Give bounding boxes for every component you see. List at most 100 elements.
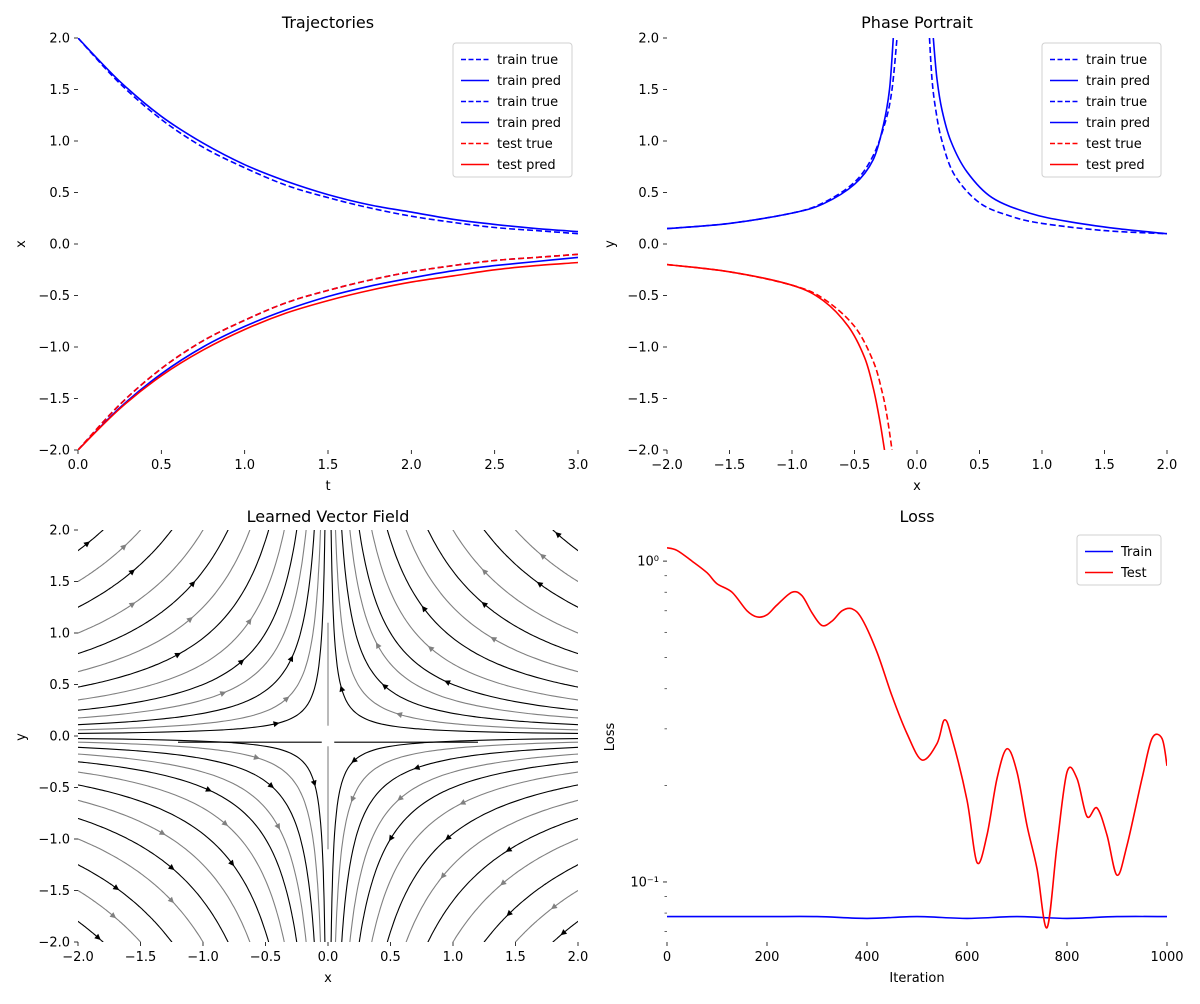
x-tick-label: 800 <box>1055 950 1080 965</box>
phase-portrait-y-ticks: −2.0 −1.5 −1.0 −0.5 0.0 0.5 1.0 1.5 2.0 <box>627 32 667 459</box>
phase-portrait-legend: train true train pred train true train pred… <box>1041 42 1162 178</box>
series-line-test-pred <box>667 263 886 450</box>
x-tick-label: 600 <box>955 950 980 965</box>
trajectories-x-label: t <box>325 479 330 494</box>
x-tick-label: −1.0 <box>187 950 219 965</box>
streamline <box>78 799 251 942</box>
streamline-arrow <box>219 691 227 697</box>
streamline <box>405 530 578 673</box>
streamline-arrow <box>375 642 382 650</box>
streamline <box>78 771 285 942</box>
streamline <box>358 530 578 711</box>
streamline <box>334 741 578 942</box>
streamline <box>78 920 104 942</box>
y-tick-label: 0.0 <box>49 730 70 745</box>
streamline <box>78 530 104 552</box>
streamline-arrow <box>253 754 260 760</box>
streamline-arrow <box>128 569 135 576</box>
streamline <box>552 920 578 942</box>
streamline <box>386 784 578 942</box>
series-line-train-true <box>667 38 898 230</box>
streamline-arrow <box>228 859 235 867</box>
x-tick-label: −2.0 <box>651 458 683 473</box>
streamline-arrow <box>421 605 428 613</box>
y-tick-label: 0.5 <box>49 678 70 693</box>
streamline <box>78 530 270 688</box>
streamline <box>78 741 322 942</box>
streamline-arrow <box>109 912 117 919</box>
y-tick-label: −2.0 <box>627 444 659 459</box>
streamline-arrow <box>94 933 101 940</box>
trajectories-legend: train true train pred train true train pred… <box>452 42 573 178</box>
series-line-train-pred <box>78 38 578 233</box>
x-tick-label: 0.0 <box>68 458 89 473</box>
x-tick-label: −0.5 <box>839 458 871 473</box>
streamline <box>78 753 307 942</box>
legend-frame <box>452 42 573 178</box>
legend-entry-label: train true <box>1086 53 1147 68</box>
streamline-arrow <box>245 618 252 625</box>
loss-x-ticks: 0 200 400 600 800 1000 <box>663 942 1184 965</box>
legend-frame <box>1041 42 1162 178</box>
trajectories-title: Trajectories <box>281 13 374 32</box>
legend-entry-label: train pred <box>1086 74 1150 89</box>
streamline-arrow <box>444 680 451 686</box>
x-tick-label: 0.5 <box>380 950 401 965</box>
streamline <box>552 530 578 552</box>
loss-legend: Train Test <box>1076 534 1162 586</box>
streamline <box>452 530 578 634</box>
legend-entry-label: train pred <box>497 74 561 89</box>
trajectories-panel: Trajectories 0.0 0.5 1.0 1.5 2.0 2.5 3.0 −2.0−… <box>14 13 588 494</box>
y-tick-label: −1.0 <box>38 341 70 356</box>
streamline-arrow <box>205 786 212 792</box>
streamline-arrow <box>500 879 507 886</box>
streamline-arrow <box>481 568 489 576</box>
series-line-train-pred <box>667 38 895 230</box>
streamline <box>78 530 251 673</box>
streamline-arrow <box>445 834 452 841</box>
vector-field-panel: Learned Vector Field −2.0 −1.5 −1.0 −0.5 0.0… <box>14 507 588 986</box>
streamline <box>514 530 578 583</box>
legend-entry-label: train pred <box>497 116 561 131</box>
streamline <box>349 530 578 719</box>
streamline-arrow <box>427 646 435 653</box>
x-tick-label: 2.0 <box>1157 458 1178 473</box>
series-line-test <box>667 547 1167 929</box>
x-tick-label: −1.5 <box>714 458 746 473</box>
streamline-arrow <box>158 829 166 835</box>
vector-field-y-label: y <box>14 733 29 741</box>
y-tick-label: −0.5 <box>38 781 70 796</box>
streamline <box>78 530 326 734</box>
x-tick-label: 0.5 <box>151 458 172 473</box>
streamline-arrow <box>351 756 358 763</box>
streamline-arrow <box>396 712 403 718</box>
streamline <box>78 530 315 726</box>
y-tick-label: −0.5 <box>38 289 70 304</box>
trajectories-series <box>78 38 578 450</box>
x-tick-label: −1.0 <box>776 458 808 473</box>
x-tick-label: −2.0 <box>62 950 94 965</box>
loss-x-label: Iteration <box>889 971 944 986</box>
y-tick-label: 1.5 <box>49 575 70 590</box>
series-line-train <box>667 915 1167 920</box>
phase-portrait-title: Phase Portrait <box>861 13 973 32</box>
legend-entry-label: Train <box>1120 545 1152 560</box>
x-tick-label: 400 <box>855 950 880 965</box>
streamline <box>330 738 578 942</box>
streamline <box>427 817 578 942</box>
x-tick-label: −1.5 <box>125 950 157 965</box>
y-tick-label: −1.5 <box>627 392 659 407</box>
streamline <box>483 864 578 942</box>
trajectories-y-label: x <box>14 240 29 248</box>
streamline <box>78 530 229 655</box>
streamline <box>78 784 270 942</box>
y-tick-label: 1.5 <box>49 83 70 98</box>
y-tick-label: 10⁻¹ <box>630 875 659 890</box>
loss-y-ticks: 10⁰ 10⁻¹ <box>630 555 667 932</box>
streamline-arrow <box>481 601 489 609</box>
y-tick-label: 2.0 <box>49 32 70 47</box>
streamline-arrow <box>274 822 281 830</box>
streamline-arrow <box>440 872 447 879</box>
streamline-arrow <box>505 846 513 852</box>
streamline <box>78 530 298 711</box>
